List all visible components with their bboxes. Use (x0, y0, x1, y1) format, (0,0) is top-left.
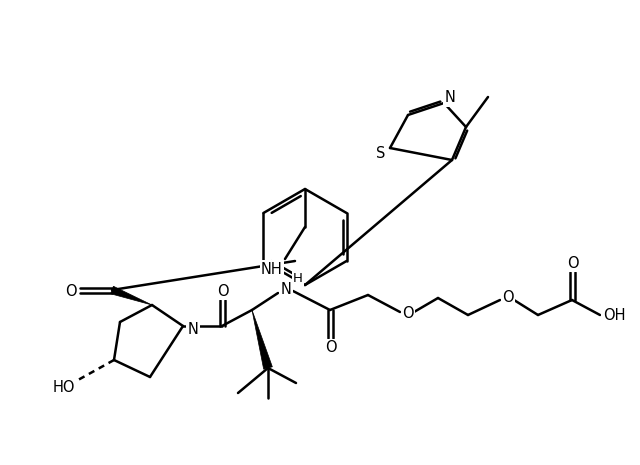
Text: OH: OH (603, 308, 625, 324)
Text: N: N (445, 91, 456, 106)
Text: O: O (217, 284, 229, 299)
Polygon shape (111, 286, 152, 305)
Text: O: O (502, 291, 514, 306)
Text: O: O (65, 284, 77, 299)
Text: H: H (293, 272, 303, 286)
Text: HO: HO (52, 380, 76, 396)
Text: O: O (567, 255, 579, 271)
Text: O: O (325, 340, 337, 356)
Text: S: S (376, 146, 386, 161)
Polygon shape (252, 310, 273, 369)
Text: O: O (402, 306, 414, 320)
Text: N: N (280, 283, 291, 298)
Text: NH: NH (261, 261, 283, 277)
Text: N: N (188, 321, 198, 337)
